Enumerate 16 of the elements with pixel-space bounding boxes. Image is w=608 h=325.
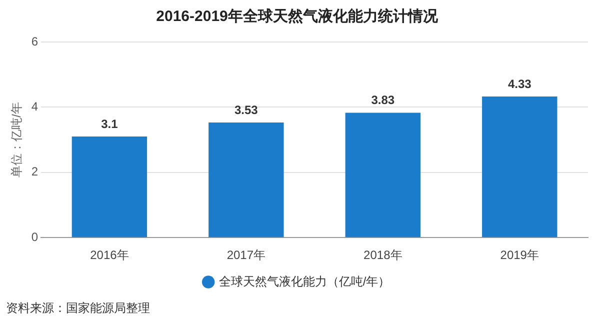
data-label: 3.83 [371, 93, 395, 108]
text: 资料来源：国家能源局整理 [6, 301, 150, 315]
y-axis-title: 单位：亿吨/年 [10, 102, 24, 178]
data-label: 4.33 [508, 76, 532, 91]
legend-label: 全球天然气液化能力（亿吨/年） [218, 274, 390, 288]
y-tick-label: 6 [31, 34, 38, 48]
x-tick-label: 2016年 [90, 248, 129, 262]
data-label: 3.53 [234, 102, 258, 117]
x-tick-label: 2019年 [500, 248, 539, 262]
x-tick-label: 2017年 [226, 248, 266, 262]
x-tick-label: 2018年 [364, 248, 402, 262]
y-tick-label: 4 [31, 100, 38, 114]
y-tick-label: 2 [31, 164, 38, 179]
y-tick-label: 0 [31, 230, 38, 244]
data-label: 3.1 [101, 116, 118, 131]
chart-title: 2016-2019年全球天然气液化能力统计情况 [156, 7, 439, 26]
